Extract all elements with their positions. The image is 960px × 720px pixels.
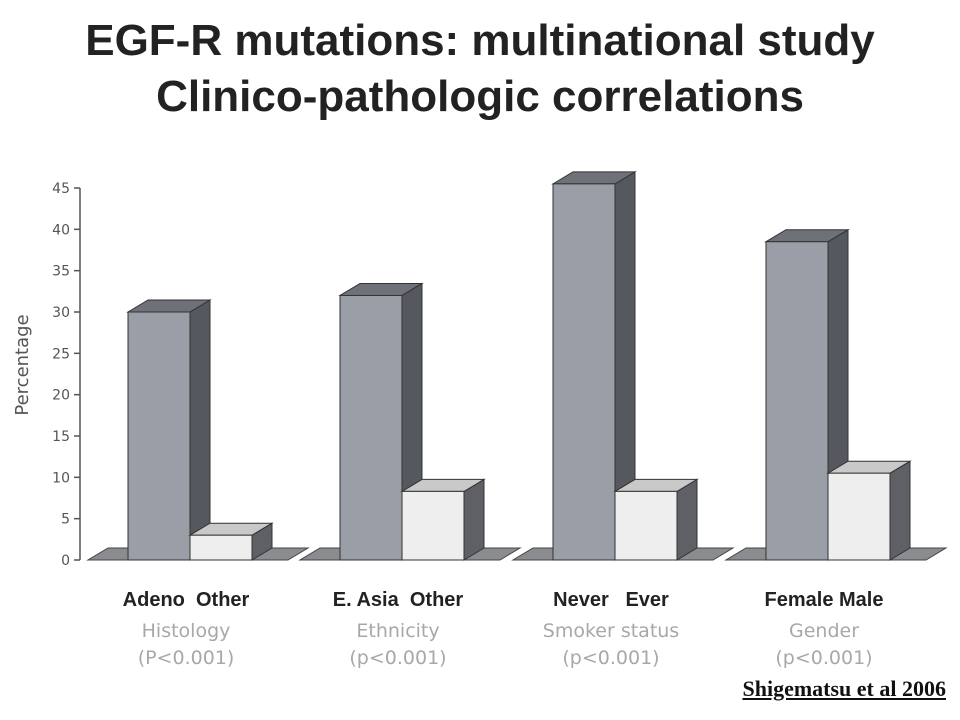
y-axis-label: Percentage	[12, 314, 33, 415]
y-tick-label-8: 40	[52, 222, 70, 238]
y-tick-label-7: 35	[52, 264, 70, 280]
group-label-1: E. Asia Other	[333, 589, 464, 611]
group-label-3: Female Male	[765, 589, 884, 611]
group-pvalue-1: (p<0.001)	[349, 647, 446, 669]
title-line-1: EGF-R mutations: multinational study	[85, 16, 875, 65]
y-tick-label-6: 30	[52, 305, 70, 321]
source-citation: Shigematsu et al 2006	[742, 676, 947, 701]
title-line-2: Clinico-pathologic correlations	[156, 72, 804, 121]
bar-side-0-0	[189, 299, 211, 561]
group-category-1: Ethnicity	[356, 620, 439, 642]
group-category-3: Gender	[789, 620, 859, 642]
group-pvalue-2: (p<0.001)	[562, 647, 659, 669]
bar-side-3-1	[889, 460, 911, 561]
bar-1-0	[339, 294, 403, 561]
bar-2-1	[614, 490, 678, 561]
group-label-0: Adeno Other	[123, 589, 250, 611]
y-tick-label-1: 5	[61, 512, 70, 528]
group-pvalue-0: (P<0.001)	[138, 647, 235, 669]
y-tick-label-9: 45	[52, 181, 70, 197]
bar-side-1-1	[463, 478, 485, 561]
y-tick-label-5: 25	[52, 346, 70, 362]
bar-3-1	[827, 472, 891, 561]
y-tick-label-2: 10	[52, 470, 70, 486]
group-pvalue-3: (p<0.001)	[775, 647, 872, 669]
bar-1-1	[401, 490, 465, 561]
y-tick-label-0: 0	[61, 553, 70, 569]
bar-side-2-1	[676, 478, 698, 561]
group-category-0: Histology	[142, 620, 231, 642]
group-category-2: Smoker status	[543, 620, 679, 642]
bar-3-0	[765, 241, 829, 561]
y-tick-label-4: 20	[52, 388, 70, 404]
group-label-2: Never Ever	[553, 589, 669, 611]
bar-0-1	[189, 534, 253, 561]
bar-0-0	[127, 311, 191, 561]
y-tick-label-3: 15	[52, 429, 70, 445]
bar-2-0	[552, 183, 616, 561]
